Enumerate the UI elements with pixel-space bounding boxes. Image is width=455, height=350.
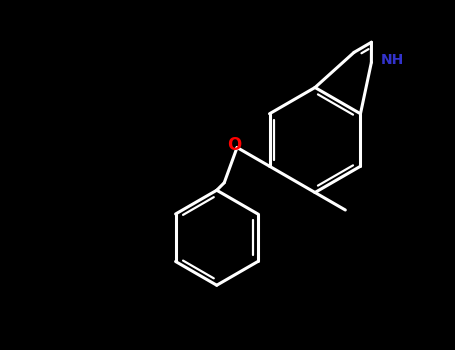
Text: NH: NH [380, 53, 404, 67]
Text: O: O [228, 136, 242, 154]
